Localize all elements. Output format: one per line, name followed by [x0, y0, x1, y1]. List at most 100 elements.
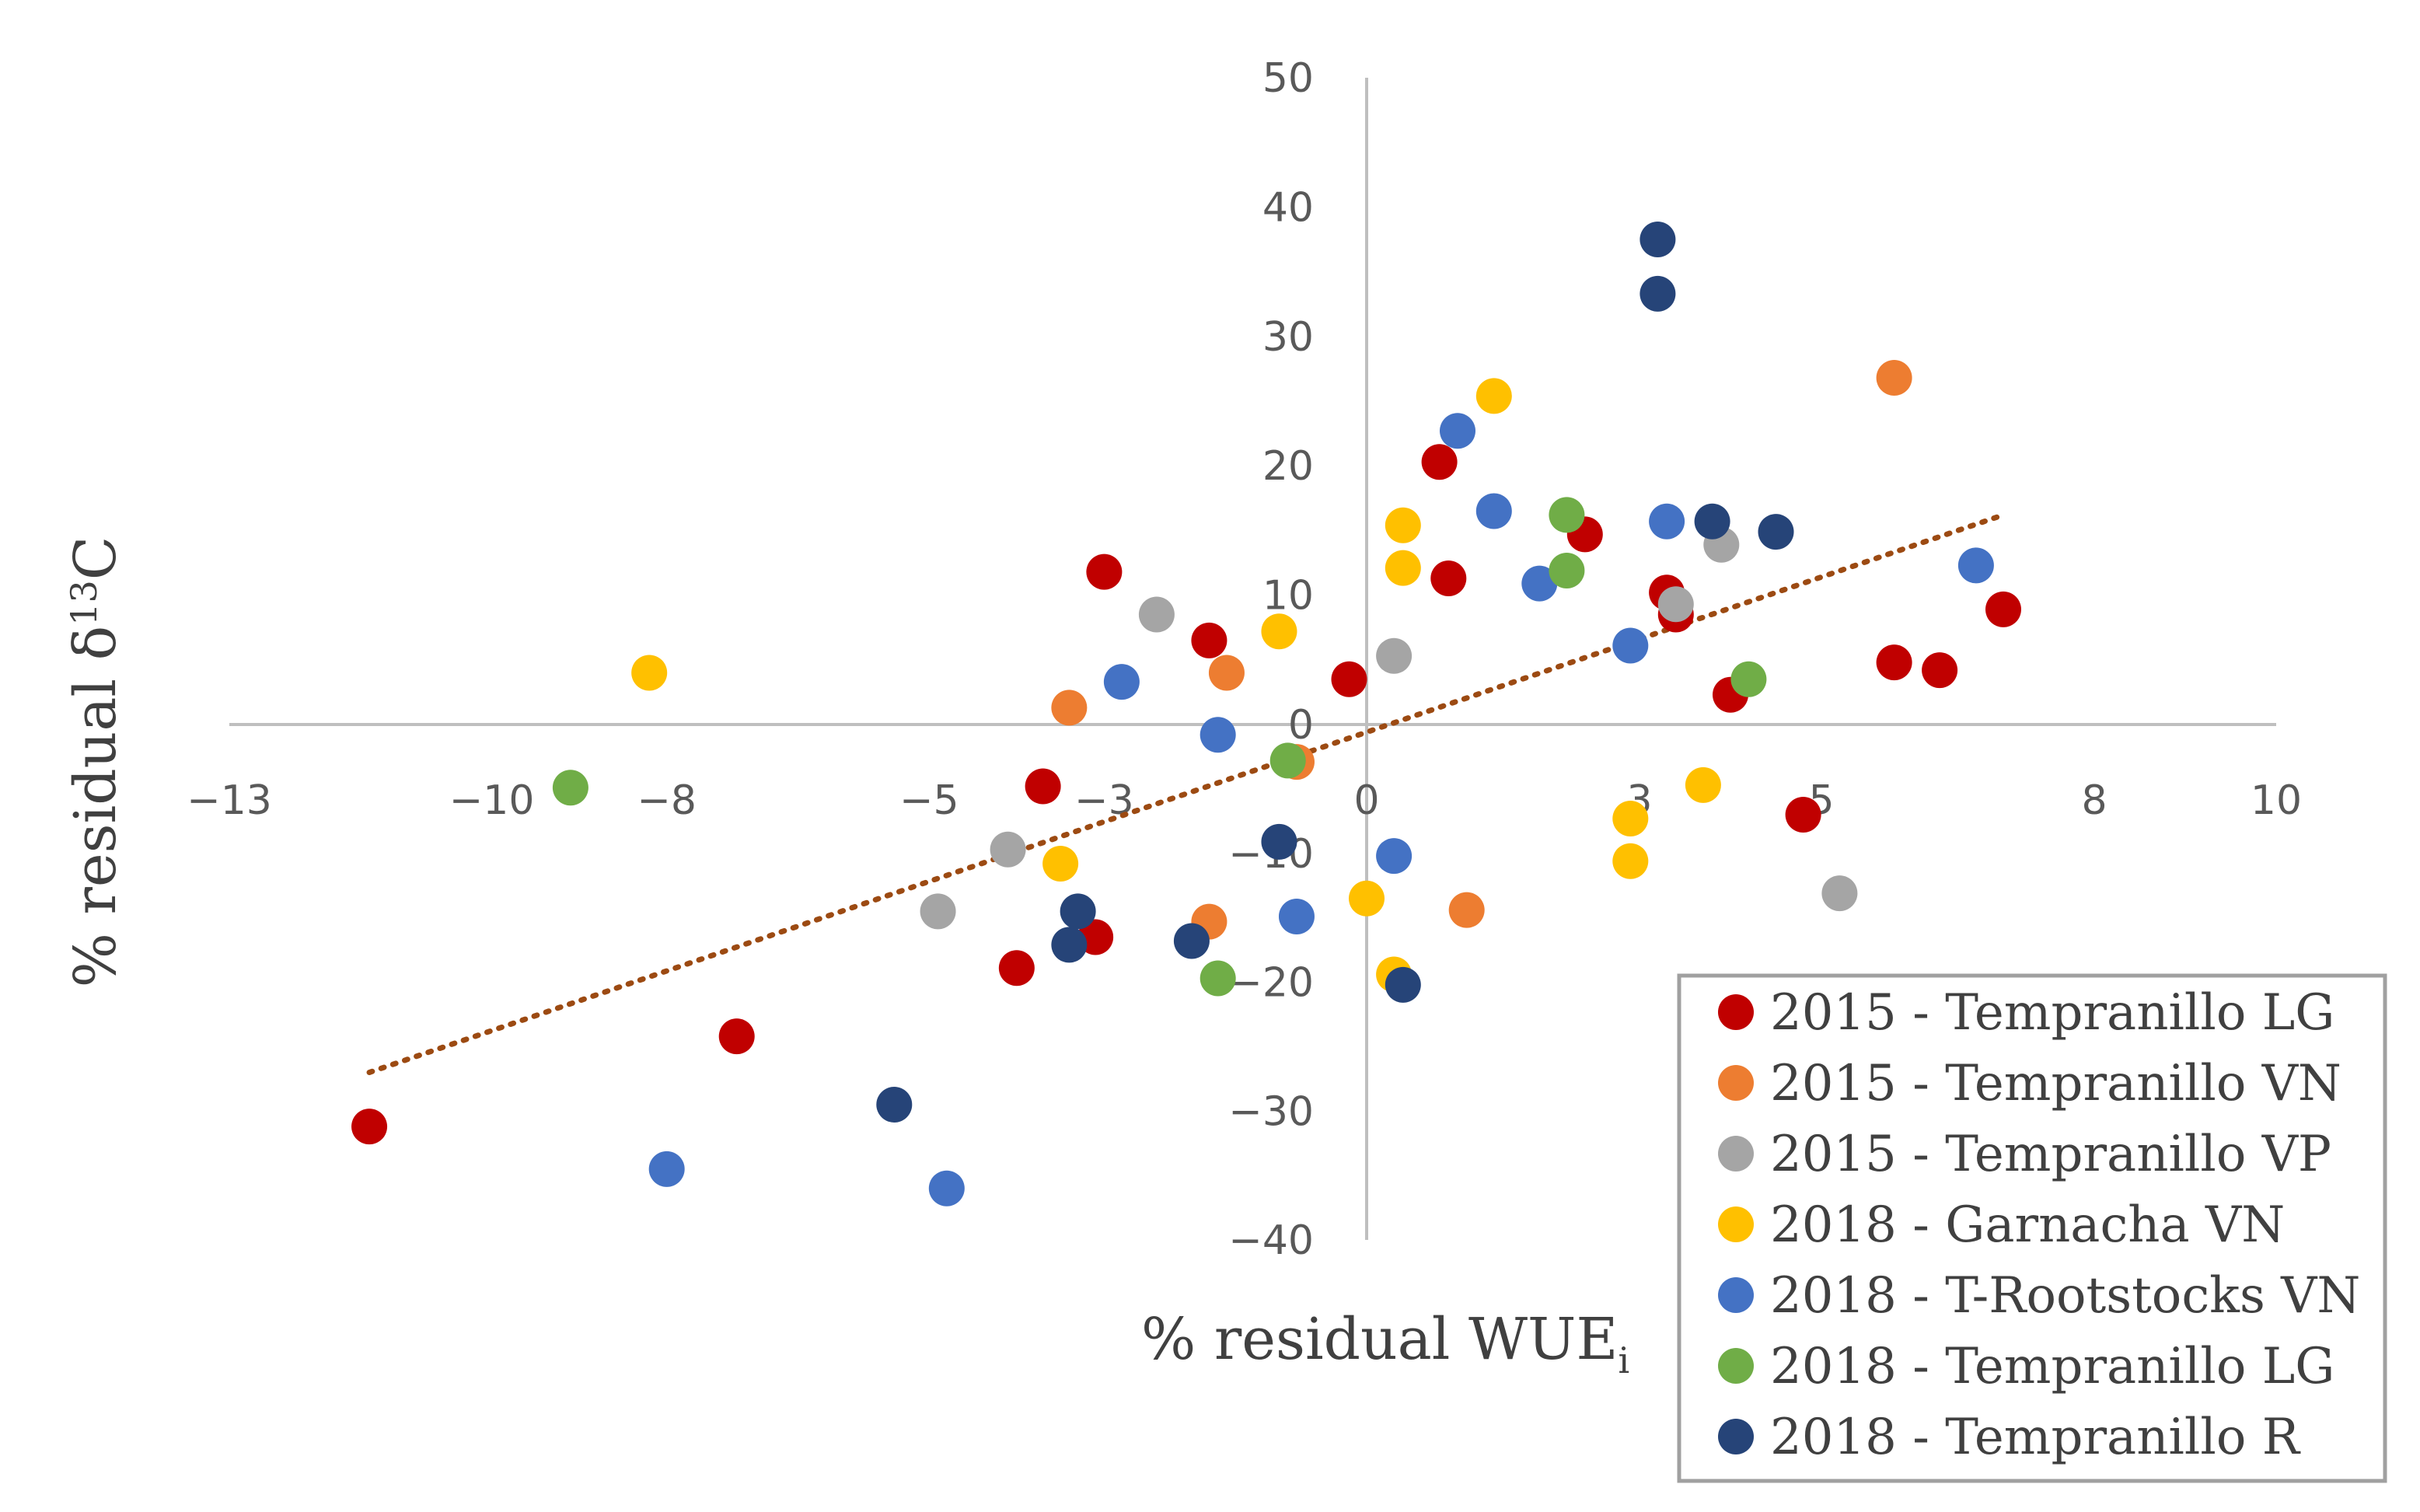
data-point-series-1 [1922, 652, 1958, 689]
data-point-series-1 [1421, 444, 1458, 480]
y-tick-labels: −40−30−20−1001020304050 [1228, 55, 1314, 1264]
legend-label: 2018 - Tempranillo LG [1770, 1338, 2334, 1395]
legend-label: 2018 - Tempranillo R [1770, 1409, 2301, 1466]
legend-label: 2015 - Tempranillo VP [1770, 1126, 2331, 1183]
data-point-series-5 [1521, 565, 1558, 602]
data-point-series-2 [1448, 892, 1485, 928]
y-tick-label: 20 [1262, 443, 1314, 490]
data-point-series-6 [1549, 497, 1585, 533]
x-axis-title-subscript: i [1618, 1339, 1629, 1381]
y-tick-label: 0 [1288, 702, 1314, 749]
data-point-series-6 [1549, 552, 1585, 588]
legend-marker [1718, 1065, 1754, 1101]
data-point-series-1 [1086, 553, 1123, 590]
data-point-series-7 [1640, 275, 1676, 312]
data-point-series-1 [1191, 622, 1227, 658]
data-point-series-5 [1957, 547, 1994, 584]
y-tick-label: −20 [1228, 960, 1314, 1007]
data-point-series-1 [1785, 797, 1821, 833]
legend-marker [1718, 1348, 1754, 1384]
data-point-series-3 [920, 893, 956, 930]
data-point-series-4 [631, 655, 668, 691]
legend-label: 2018 - Garnacha VN [1770, 1196, 2285, 1254]
data-point-series-4 [1385, 507, 1421, 543]
data-point-series-5 [1200, 717, 1236, 753]
y-axis-title-superscript: 13 [63, 580, 105, 626]
x-tick-label: −10 [449, 777, 535, 824]
data-point-series-5 [1103, 664, 1140, 700]
data-point-series-3 [1821, 875, 1858, 912]
legend-box [1677, 973, 2387, 1483]
data-point-series-7 [1051, 927, 1088, 963]
data-point-series-4 [1685, 766, 1721, 803]
data-point-series-5 [1649, 503, 1685, 540]
data-point-series-1 [351, 1109, 388, 1145]
data-points [351, 222, 2021, 1206]
data-point-series-7 [1640, 222, 1676, 257]
axes [229, 78, 2276, 1240]
data-point-series-2 [1208, 655, 1245, 691]
data-point-series-1 [998, 950, 1035, 986]
data-point-series-5 [1376, 838, 1413, 875]
x-tick-label: −5 [899, 777, 959, 824]
data-point-series-4 [1042, 846, 1079, 882]
data-point-series-6 [552, 770, 588, 806]
data-point-series-4 [1612, 843, 1649, 879]
data-point-series-7 [1385, 966, 1421, 1003]
x-tick-label: 10 [2251, 777, 2302, 824]
data-point-series-5 [648, 1151, 685, 1187]
data-point-series-2 [1876, 360, 1912, 396]
x-tick-label: 8 [2081, 777, 2107, 824]
y-tick-label: 40 [1262, 184, 1314, 231]
legend-marker [1718, 1419, 1754, 1454]
data-point-series-2 [1051, 690, 1088, 726]
legend-marker [1718, 994, 1754, 1030]
data-point-series-5 [1612, 627, 1649, 664]
legend-label: 2015 - Tempranillo VN [1770, 1055, 2341, 1112]
y-tick-label: 30 [1262, 314, 1314, 361]
legend-marker [1718, 1277, 1754, 1313]
data-point-series-1 [1876, 644, 1912, 681]
trendline [366, 512, 2006, 1076]
data-point-series-5 [928, 1170, 965, 1206]
data-point-series-5 [1278, 898, 1315, 934]
x-tick-label: −8 [637, 777, 697, 824]
data-point-series-5 [1475, 493, 1512, 529]
data-point-series-4 [1261, 613, 1297, 650]
y-tick-label: −40 [1228, 1217, 1314, 1264]
data-point-series-1 [1025, 768, 1061, 805]
y-tick-label: 50 [1262, 55, 1314, 102]
legend-label: 2015 - Tempranillo LG [1770, 984, 2334, 1042]
x-axis-title: % residual WUEi [1141, 1306, 1629, 1381]
legend-marker [1718, 1136, 1754, 1172]
data-point-series-4 [1612, 800, 1649, 836]
data-point-series-3 [990, 831, 1026, 868]
x-tick-label: 0 [1353, 777, 1379, 824]
data-point-series-6 [1730, 661, 1767, 697]
y-axis-title-tail: C [62, 536, 129, 581]
y-axis-title: % residual δ13C [62, 536, 129, 988]
data-point-series-1 [718, 1018, 755, 1055]
data-point-series-1 [1985, 591, 2021, 627]
legend: 2015 - Tempranillo LG 2015 - Tempranillo … [1677, 973, 2387, 1483]
legend-marker [1718, 1206, 1754, 1242]
data-point-series-4 [1349, 880, 1385, 917]
data-point-series-3 [1376, 637, 1413, 674]
data-point-series-7 [1060, 893, 1096, 930]
data-point-series-1 [1430, 560, 1467, 596]
x-tick-label: −13 [187, 777, 272, 824]
data-point-series-6 [1269, 742, 1306, 779]
data-point-series-5 [1440, 413, 1475, 449]
legend-label: 2018 - T-Rootstocks VN [1770, 1267, 2360, 1325]
data-point-series-7 [1173, 923, 1210, 959]
x-tick-labels: −13 −10 −8 −5 −3 0 3 5 8 10 [187, 777, 2302, 824]
data-point-series-3 [1657, 586, 1694, 623]
data-point-series-4 [1475, 378, 1512, 414]
data-point-series-3 [1138, 596, 1175, 633]
data-point-series-4 [1385, 550, 1421, 586]
data-point-series-7 [876, 1086, 913, 1123]
data-point-series-7 [1758, 514, 1794, 550]
data-point-series-7 [1694, 503, 1730, 540]
data-point-series-6 [1200, 960, 1236, 997]
